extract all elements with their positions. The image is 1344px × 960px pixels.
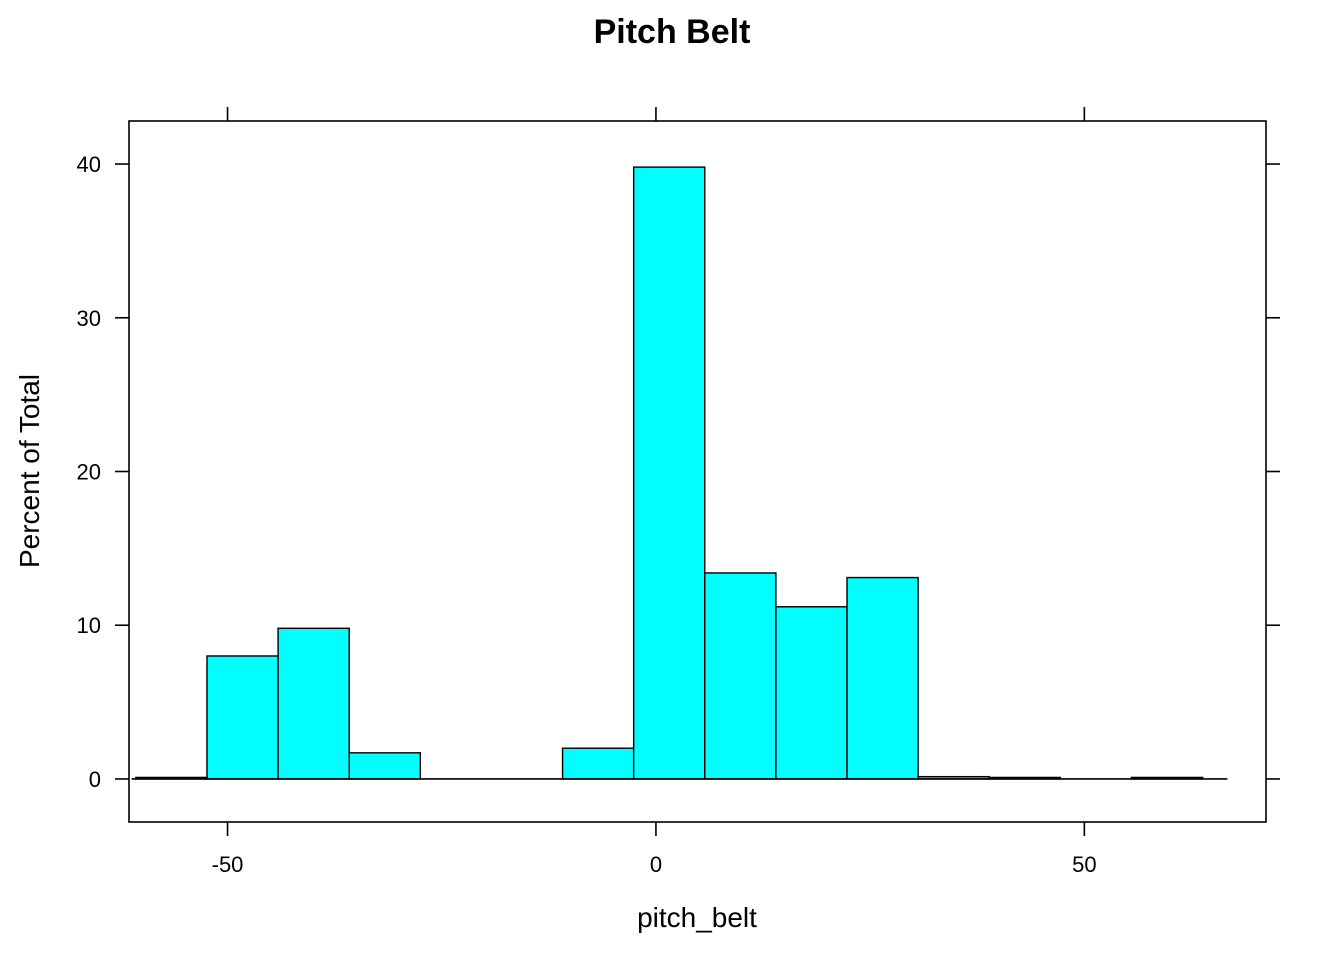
histogram-bar <box>348 752 422 780</box>
histogram-bar <box>846 576 919 780</box>
histogram-bar <box>206 655 279 780</box>
x-axis: -50 0 50 <box>212 107 1097 877</box>
bars-group <box>135 166 1204 780</box>
x-tick-label: 50 <box>1072 852 1096 877</box>
y-tick-label: 30 <box>77 306 101 331</box>
histogram-bar <box>632 166 706 780</box>
x-tick-label: 0 <box>650 852 662 877</box>
y-axis-label: Percent of Total <box>14 374 45 568</box>
y-tick-label: 10 <box>77 613 101 638</box>
y-tick-label: 40 <box>77 152 101 177</box>
histogram-bar <box>277 627 350 780</box>
y-axis: 0 10 20 30 40 <box>77 152 1280 792</box>
histogram-bar <box>561 747 635 780</box>
x-axis-label: pitch_belt <box>637 902 757 933</box>
histogram-bar <box>775 606 848 780</box>
y-tick-label: 20 <box>77 460 101 485</box>
y-tick-label: 0 <box>89 767 101 792</box>
chart-title: Pitch Belt <box>594 13 751 51</box>
x-tick-label: -50 <box>212 852 244 877</box>
histogram-bar <box>704 572 777 780</box>
